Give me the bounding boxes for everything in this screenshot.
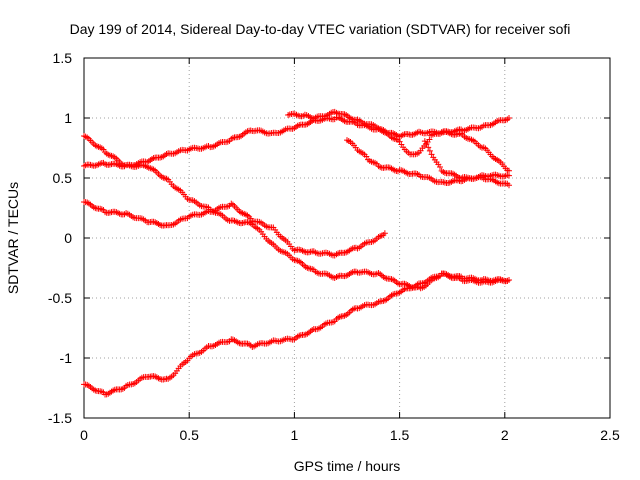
data-point (426, 147, 433, 154)
data-point (363, 153, 370, 160)
data-point (428, 151, 435, 158)
data-point (506, 277, 513, 283)
grid-lines (84, 58, 610, 418)
series-trace-6 (344, 137, 513, 187)
x-tick-label: 1.5 (390, 427, 410, 443)
y-tick-label: 1 (64, 110, 72, 126)
y-tick-label: -1 (60, 350, 73, 366)
plot-frame (83, 57, 611, 419)
x-tick-label: 0.5 (179, 427, 199, 443)
series-trace-3 (81, 199, 388, 259)
series-trace-2 (81, 133, 513, 292)
series-trace-1 (81, 114, 513, 170)
data-point (423, 141, 430, 148)
data-point (506, 182, 513, 189)
data-point (506, 172, 513, 179)
series-trace-4 (81, 270, 513, 398)
y-tick-label: 0 (64, 230, 72, 246)
y-axis-title: SDTVAR / TECUs (5, 182, 21, 294)
x-axis-title: GPS time / hours (294, 458, 401, 474)
series-trace-5 (285, 108, 513, 174)
x-tick-label: 2 (501, 427, 509, 443)
y-tick-label: 0.5 (53, 170, 73, 186)
chart-title: Day 199 of 2014, Sidereal Day-to-day VTE… (70, 21, 571, 37)
data-point (381, 230, 388, 237)
series-trace-7 (421, 138, 513, 189)
x-tick-labels: 0 0.5 1 1.5 2 2.5 (80, 427, 620, 443)
y-tick-label: -0.5 (48, 290, 72, 306)
axis-ticks (83, 57, 611, 419)
y-tick-label: 1.5 (53, 50, 73, 66)
y-tick-labels: -1.5 -1 -0.5 0 0.5 1 1.5 (48, 50, 72, 426)
data-point (436, 163, 443, 170)
data-point (426, 136, 433, 143)
data-markers (81, 108, 513, 398)
data-point (425, 144, 432, 151)
x-tick-label: 0 (80, 427, 88, 443)
data-point (506, 115, 513, 121)
x-tick-label: 2.5 (600, 427, 620, 443)
y-tick-label: -1.5 (48, 410, 72, 426)
x-tick-label: 1 (291, 427, 299, 443)
